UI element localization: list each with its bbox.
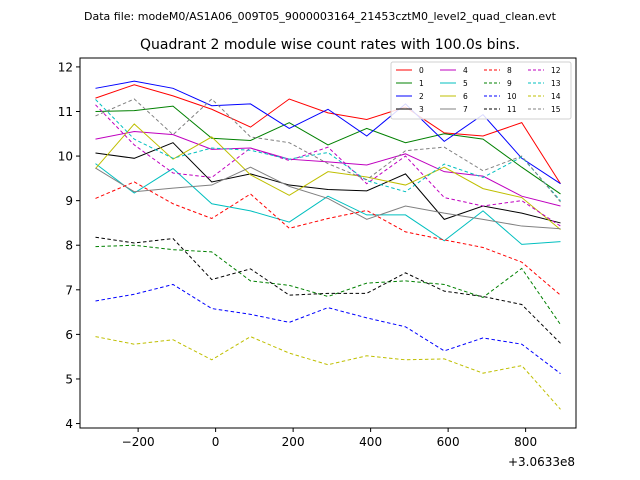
- legend-label-8: 8: [507, 66, 512, 75]
- x-tick-label-1: 0: [212, 435, 220, 449]
- legend-label-1: 1: [419, 79, 424, 88]
- legend-label-0: 0: [419, 66, 424, 75]
- series-line-7: [95, 166, 561, 230]
- x-tick-label-4: 600: [437, 435, 460, 449]
- legend-label-3: 3: [419, 105, 424, 114]
- y-tick-label-3: 7: [65, 283, 73, 297]
- legend-label-7: 7: [463, 105, 468, 114]
- legend-label-5: 5: [463, 79, 468, 88]
- suptitle: Data file: modeM0/AS1A06_009T05_90000031…: [84, 10, 557, 23]
- y-tick-label-7: 11: [58, 105, 73, 119]
- x-tick-label-3: 400: [359, 435, 382, 449]
- legend-label-14: 14: [551, 92, 561, 101]
- x-tick-label-5: 800: [514, 435, 537, 449]
- legend-label-13: 13: [551, 79, 561, 88]
- series-line-8: [95, 181, 561, 296]
- legend-label-12: 12: [551, 66, 561, 75]
- legend-label-15: 15: [551, 105, 561, 114]
- series-line-11: [95, 236, 561, 344]
- chart-title: Quadrant 2 module wise count rates with …: [140, 37, 520, 53]
- series-line-0: [95, 84, 561, 184]
- legend-label-10: 10: [507, 92, 517, 101]
- x-offset-label: +3.0633e8: [508, 455, 575, 469]
- y-tick-label-2: 6: [65, 328, 73, 342]
- series-line-15: [95, 98, 561, 203]
- series-line-14: [95, 336, 561, 410]
- legend-label-2: 2: [419, 92, 424, 101]
- series-line-6: [95, 123, 561, 231]
- legend-label-9: 9: [507, 79, 512, 88]
- axes-frame: [79, 57, 577, 429]
- x-tick-label-0: −200: [122, 435, 155, 449]
- y-tick-label-1: 5: [65, 372, 73, 386]
- y-tick-label-8: 12: [58, 60, 73, 74]
- series-line-1: [95, 105, 561, 195]
- legend-box: [390, 61, 572, 120]
- y-tick-label-5: 9: [65, 194, 73, 208]
- legend-label-11: 11: [507, 105, 517, 114]
- y-tick-label-6: 10: [58, 150, 73, 164]
- legend-label-6: 6: [463, 92, 468, 101]
- series-line-4: [95, 131, 561, 207]
- y-tick-label-0: 4: [65, 417, 73, 431]
- series-line-13: [95, 99, 561, 201]
- series-line-12: [95, 104, 561, 227]
- legend-label-4: 4: [463, 66, 468, 75]
- x-tick-label-2: 200: [282, 435, 305, 449]
- series-line-5: [95, 163, 561, 245]
- y-tick-label-4: 8: [65, 239, 73, 253]
- series-line-10: [95, 283, 561, 375]
- series-line-9: [95, 244, 561, 325]
